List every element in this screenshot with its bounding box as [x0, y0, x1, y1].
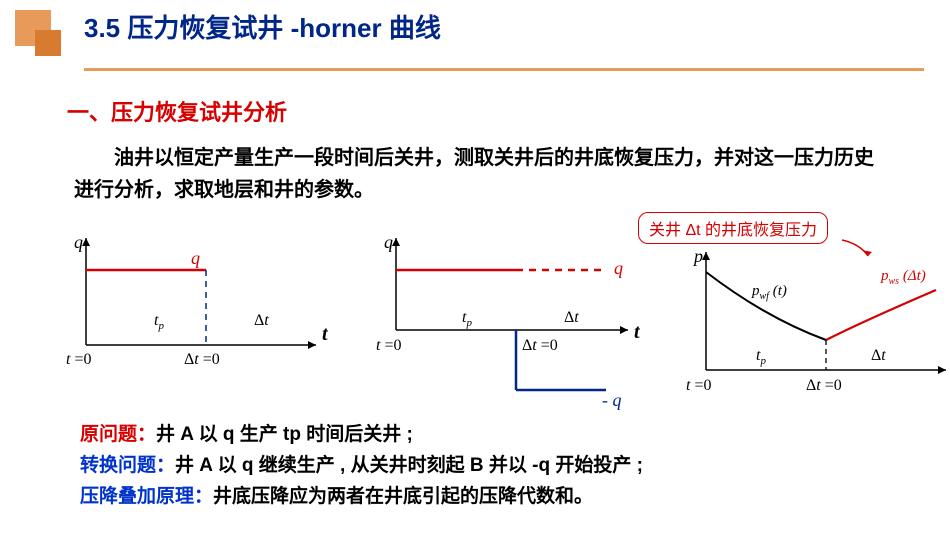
- chart3-pwf-label: pwf (t): [751, 283, 787, 302]
- stmt3-text: 井底压降应为两者在井底引起的压降代数和。: [213, 486, 593, 507]
- chart3-pws-label: pws (Δt): [880, 268, 926, 287]
- chart2-dt0-label: Δt =0: [522, 337, 558, 354]
- title-underline: [84, 68, 924, 71]
- statement-1: 原问题：井 A 以 q 生产 tp 时间后关井 ;: [80, 420, 920, 451]
- chart2-qpos-label: q: [614, 258, 623, 278]
- statement-3: 压降叠加原理：井底压降应为两者在井底引起的压降代数和。: [80, 482, 920, 513]
- stmt1-text: 井 A 以 q 生产 tp 时间后关井 ;: [156, 424, 413, 445]
- chart3-dt-label: Δt: [871, 347, 886, 364]
- chart2-t0-label: t =0: [376, 337, 401, 354]
- corner-ornament: [15, 10, 60, 55]
- statement-block: 原问题：井 A 以 q 生产 tp 时间后关井 ; 转换问题：井 A 以 q 继…: [80, 420, 920, 512]
- chart1-t0-label: t =0: [66, 351, 91, 368]
- chart3-tp-label: tp: [756, 347, 766, 367]
- chart2-yaxis-label: q: [384, 232, 393, 252]
- stmt1-label: 原问题：: [80, 424, 156, 445]
- chart1-yaxis-label: q: [74, 232, 83, 252]
- slide-title: 3.5 压力恢复试井 -horner 曲线: [84, 12, 644, 45]
- chart-pressure-buildup: p t pwf (t) pws (Δt) tp Δt t =0 Δt =0: [676, 240, 950, 400]
- chart-superposition: q t q - q tp Δt t =0 Δt =0: [366, 230, 656, 410]
- intro-paragraph: 油井以恒定产量生产一段时间后关井，测取关井后的井底恢复压力，并对这一压力历史进行…: [74, 142, 884, 206]
- chart3-yaxis-label: p: [692, 246, 703, 266]
- chart1-tp-label: tp: [154, 312, 164, 332]
- chart2-tp-label: tp: [462, 309, 472, 329]
- stmt3-label: 压降叠加原理：: [80, 486, 213, 507]
- chart2-xaxis-label: t: [634, 321, 641, 343]
- stmt2-text: 井 A 以 q 继续生产 , 从关井时刻起 B 并以 -q 开始投产 ;: [175, 455, 643, 476]
- statement-2: 转换问题：井 A 以 q 继续生产 , 从关井时刻起 B 并以 -q 开始投产 …: [80, 451, 920, 482]
- chart1-q-label: q: [191, 248, 200, 268]
- chart3-t0-label: t =0: [686, 377, 711, 394]
- chart2-qneg-label: - q: [602, 390, 622, 410]
- chart3-dt0-label: Δt =0: [806, 377, 842, 394]
- chart1-xaxis-label: t: [322, 323, 329, 345]
- stmt2-label: 转换问题：: [80, 455, 175, 476]
- chart1-dt0-label: Δt =0: [184, 351, 220, 368]
- chart-flowrate-shutin: q t q tp Δt t =0 Δt =0: [56, 230, 336, 385]
- chart1-dt-label: Δt: [254, 312, 269, 329]
- section-heading: 一、压力恢复试井分析: [67, 95, 287, 127]
- chart2-dt-label: Δt: [564, 309, 579, 326]
